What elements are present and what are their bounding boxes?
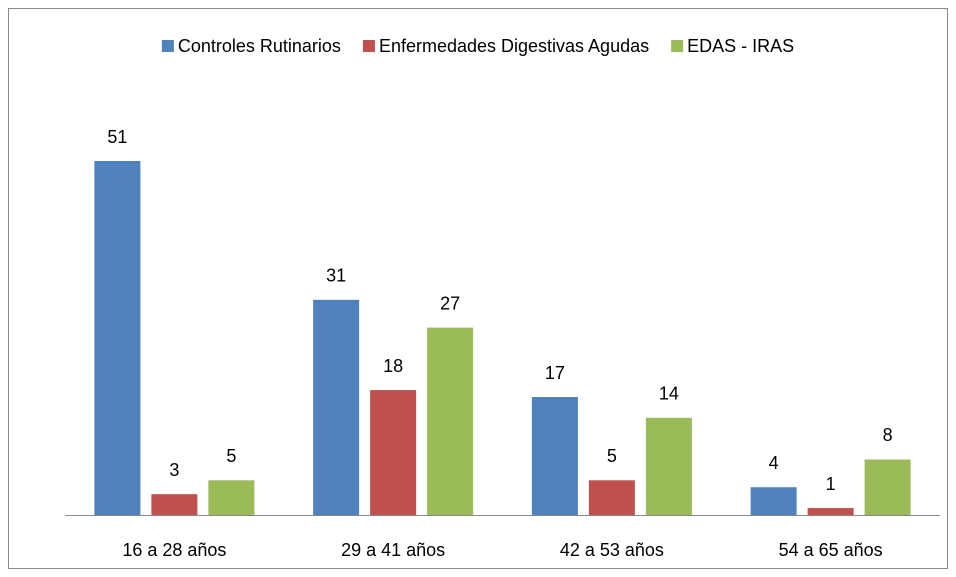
data-label: 5 — [226, 446, 236, 466]
bar — [864, 459, 911, 515]
data-label: 5 — [607, 446, 617, 466]
legend-label: EDAS - IRAS — [687, 36, 794, 56]
legend-swatch — [671, 40, 684, 52]
legend-swatch — [161, 40, 174, 52]
bar — [313, 299, 360, 515]
data-label: 1 — [826, 474, 836, 494]
bar — [370, 390, 417, 515]
data-label: 18 — [383, 356, 403, 376]
x-tick-label: 29 a 41 años — [341, 540, 445, 560]
bar — [750, 487, 797, 515]
bar — [645, 417, 692, 515]
data-label: 17 — [545, 363, 565, 383]
data-label: 14 — [659, 384, 679, 404]
data-label: 27 — [440, 293, 460, 313]
x-tick-label: 54 a 65 años — [779, 540, 883, 560]
legend-swatch — [362, 40, 375, 52]
x-tick-label: 42 a 53 años — [560, 540, 664, 560]
data-label: 3 — [169, 460, 179, 480]
bar — [94, 161, 141, 515]
data-label: 4 — [769, 453, 779, 473]
bar — [588, 480, 635, 515]
data-label: 51 — [107, 127, 127, 147]
bar — [531, 397, 578, 515]
legend-label: Controles Rutinarios — [178, 36, 341, 56]
legend-label: Enfermedades Digestivas Agudas — [379, 36, 649, 56]
data-label: 31 — [326, 266, 346, 286]
bar — [427, 327, 474, 515]
x-tick-label: 16 a 28 años — [122, 540, 226, 560]
chart-frame — [8, 8, 948, 569]
bar — [807, 508, 854, 515]
bar — [151, 494, 198, 515]
data-label: 8 — [883, 425, 893, 445]
bar — [208, 480, 255, 515]
